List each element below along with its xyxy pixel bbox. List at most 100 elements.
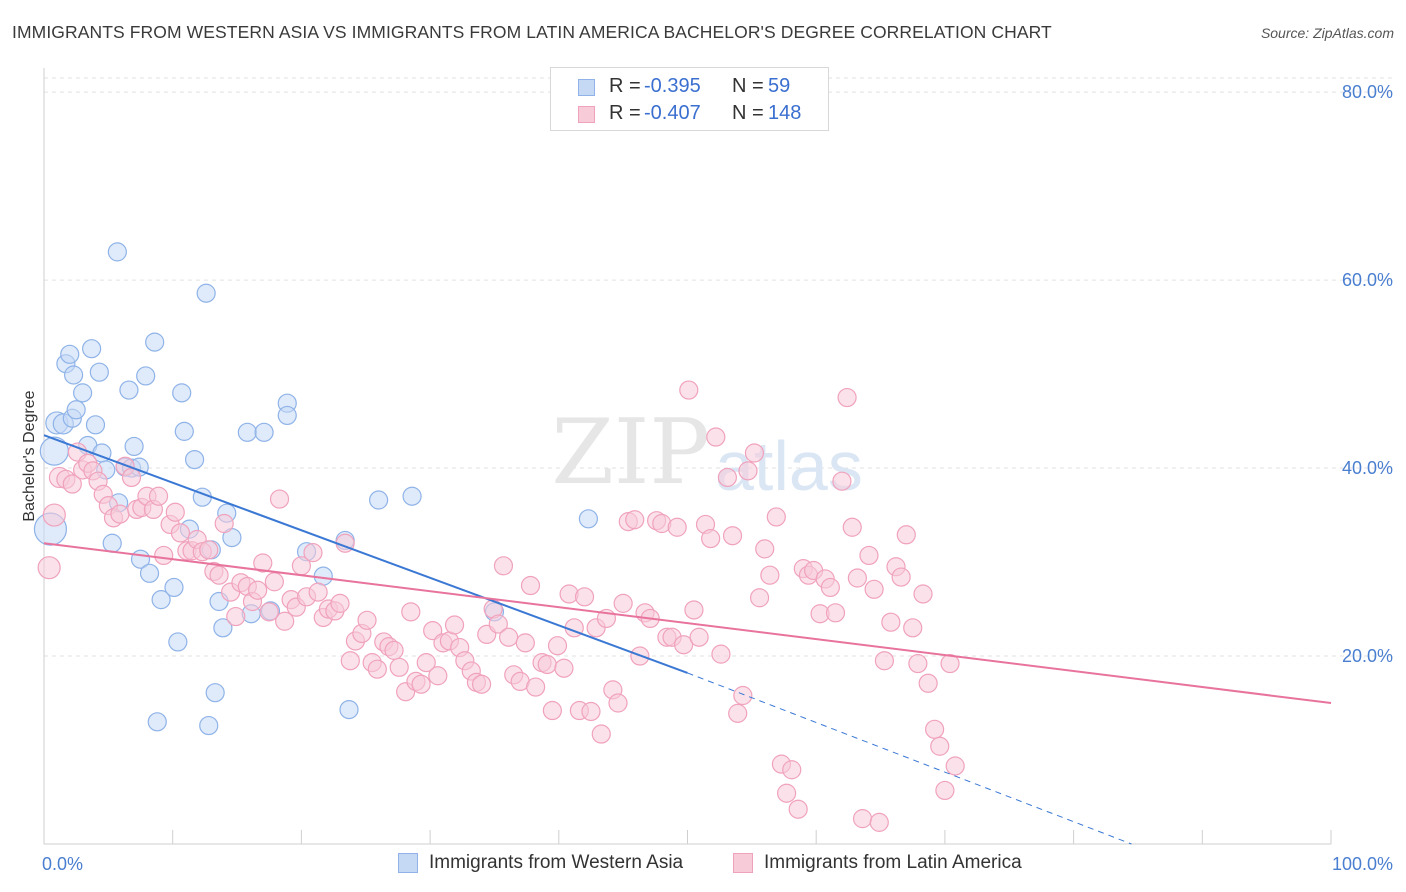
legend: R = -0.395 N = 59 R = -0.407 N = 148 — [550, 67, 829, 131]
data-point — [701, 528, 721, 549]
data-point — [554, 658, 574, 678]
data-point — [613, 593, 633, 613]
data-point — [416, 653, 436, 673]
data-point — [679, 380, 699, 400]
data-point — [674, 635, 694, 655]
data-point — [357, 610, 377, 630]
data-point — [119, 380, 139, 400]
data-point — [667, 517, 687, 537]
data-point — [411, 674, 431, 694]
legend-swatch-blue — [578, 79, 595, 96]
data-point — [722, 526, 743, 546]
data-point — [738, 461, 758, 481]
data-point — [788, 799, 808, 819]
data-point — [896, 525, 916, 545]
trend-lines — [43, 434, 1332, 845]
data-point — [66, 400, 86, 420]
data-point — [711, 644, 731, 664]
data-point — [308, 582, 328, 602]
data-point — [136, 366, 156, 386]
data-point — [526, 677, 546, 697]
data-point — [339, 699, 359, 720]
data-point — [151, 590, 171, 610]
data-point — [918, 673, 938, 693]
x-tick-label: 100.0% — [1332, 854, 1393, 874]
data-point — [945, 756, 965, 776]
data-point — [64, 365, 84, 385]
data-point — [148, 486, 169, 506]
data-point — [925, 719, 945, 739]
data-point — [401, 602, 421, 622]
data-point — [488, 614, 508, 634]
chart-title: IMMIGRANTS FROM WESTERN ASIA VS IMMIGRAN… — [12, 22, 1052, 42]
data-point — [842, 517, 862, 537]
data-point — [39, 436, 69, 466]
data-point — [820, 577, 840, 598]
data-point — [766, 507, 786, 527]
data-point — [139, 563, 160, 583]
data-point — [124, 436, 144, 457]
data-point — [760, 565, 780, 585]
watermark-zip: ZIP — [551, 400, 710, 505]
y-tick-label: 60.0% — [1342, 270, 1393, 290]
data-point — [110, 504, 130, 524]
data-point — [423, 621, 443, 641]
data-point — [825, 603, 846, 623]
data-point — [389, 657, 409, 677]
legend-r-value: -0.395 — [644, 75, 701, 97]
data-point — [935, 780, 955, 801]
bottom-legend-label: Immigrants from Latin America — [764, 852, 1022, 873]
data-point — [174, 421, 194, 441]
y-tick-label: 80.0% — [1342, 82, 1393, 102]
trend-line-western-asia-extension — [687, 672, 1132, 845]
watermark-atlas: atlas — [715, 427, 863, 505]
data-point — [891, 567, 911, 587]
legend-row-western-asia: R = -0.395 N = 59 — [551, 73, 828, 99]
data-point — [717, 467, 737, 488]
series-western-asia-points — [33, 242, 599, 736]
y-tick-labels: 20.0% 40.0% 60.0% 80.0% — [1342, 82, 1393, 666]
data-point — [493, 556, 514, 576]
data-point — [168, 632, 188, 652]
data-point — [214, 513, 234, 534]
data-point — [776, 783, 797, 803]
data-point — [85, 415, 106, 435]
data-point — [471, 674, 492, 694]
data-point — [608, 693, 628, 713]
data-point — [147, 712, 167, 732]
data-point — [196, 283, 216, 303]
legend-r-label: R = — [609, 102, 641, 124]
data-point — [199, 715, 219, 736]
data-point — [881, 612, 901, 632]
legend-row-latin-america: R = -0.407 N = 148 — [551, 100, 828, 126]
data-point — [369, 490, 389, 510]
data-point — [254, 422, 274, 442]
legend-n-label: N = — [732, 102, 764, 124]
legend-swatch-pink — [578, 106, 595, 123]
data-point — [60, 344, 80, 364]
y-tick-label: 20.0% — [1342, 646, 1393, 666]
data-point — [444, 615, 465, 635]
series-latin-america-points — [37, 380, 965, 832]
data-point — [248, 580, 268, 600]
legend-n-value: 59 — [768, 75, 791, 97]
legend-swatch-blue — [398, 853, 418, 873]
data-point — [744, 443, 765, 463]
data-point — [574, 587, 595, 607]
data-point — [89, 362, 109, 382]
data-point — [384, 640, 404, 660]
data-point — [102, 533, 122, 553]
data-point — [581, 701, 601, 722]
data-point — [165, 502, 185, 522]
data-point — [209, 565, 229, 585]
data-point — [625, 510, 645, 530]
data-point — [755, 539, 775, 559]
data-point — [226, 606, 246, 627]
data-point — [275, 611, 295, 631]
legend-swatch-pink — [733, 853, 753, 873]
legend-r-label: R = — [609, 75, 641, 97]
data-point — [852, 809, 873, 829]
data-point — [749, 588, 770, 608]
data-point — [903, 618, 923, 638]
